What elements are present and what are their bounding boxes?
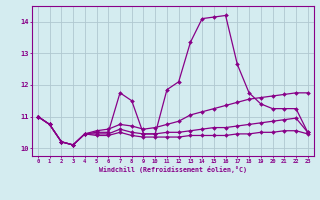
X-axis label: Windchill (Refroidissement éolien,°C): Windchill (Refroidissement éolien,°C) — [99, 166, 247, 173]
